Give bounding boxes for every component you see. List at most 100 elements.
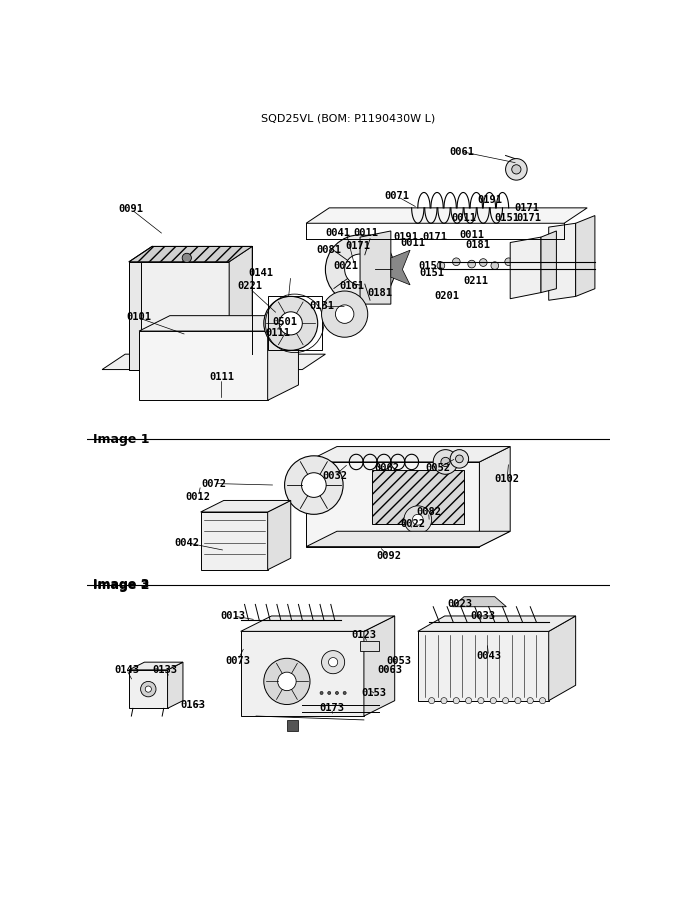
Circle shape [539,698,545,704]
Circle shape [412,515,423,525]
Polygon shape [510,237,541,299]
Polygon shape [268,316,299,401]
Circle shape [343,691,346,694]
Text: 0022: 0022 [401,518,426,529]
Text: 0501: 0501 [273,317,298,327]
Text: 0111: 0111 [265,329,290,339]
Polygon shape [360,231,391,304]
Polygon shape [167,662,183,709]
Circle shape [141,682,156,697]
Polygon shape [201,500,291,512]
Circle shape [264,658,310,705]
Circle shape [279,312,303,335]
Circle shape [441,698,447,704]
Polygon shape [129,261,229,370]
Polygon shape [129,246,252,261]
Text: 0191: 0191 [477,195,503,205]
Text: 0062: 0062 [375,463,399,473]
Text: 0171: 0171 [516,213,541,223]
Circle shape [452,258,460,266]
Polygon shape [364,616,394,716]
Polygon shape [549,224,576,300]
Text: 0082: 0082 [416,507,441,517]
Circle shape [556,261,564,269]
Circle shape [478,698,484,704]
Circle shape [301,472,326,497]
Polygon shape [139,331,268,401]
Text: 0011: 0011 [400,237,425,248]
Circle shape [328,691,330,694]
Polygon shape [391,251,410,285]
Text: 0041: 0041 [325,227,350,237]
Circle shape [576,258,583,266]
Circle shape [428,698,435,704]
Text: 0221: 0221 [237,281,262,291]
Text: 0151: 0151 [419,269,444,278]
Polygon shape [241,616,394,631]
Polygon shape [576,216,595,296]
Text: 0011: 0011 [459,230,484,240]
Text: 0072: 0072 [201,479,226,489]
Circle shape [450,450,469,468]
Text: 0033: 0033 [470,611,495,621]
Circle shape [503,698,509,704]
Text: 0161: 0161 [339,281,364,291]
Circle shape [456,455,463,462]
Text: 0151: 0151 [418,260,443,270]
Text: 0102: 0102 [494,474,520,484]
Circle shape [285,456,343,515]
Text: 0052: 0052 [425,463,450,473]
Circle shape [322,651,345,674]
Text: 0163: 0163 [180,700,205,709]
Circle shape [326,234,394,304]
Text: 0201: 0201 [435,292,460,302]
Circle shape [491,261,498,269]
Text: 0101: 0101 [126,313,152,322]
Text: 0032: 0032 [322,471,347,480]
Text: 0181: 0181 [368,287,392,297]
Circle shape [322,291,368,338]
Text: 0173: 0173 [319,703,344,713]
Text: 0043: 0043 [476,651,501,661]
Circle shape [335,305,354,323]
Polygon shape [549,616,576,700]
Text: 0081: 0081 [317,245,342,255]
Polygon shape [418,616,576,631]
Circle shape [515,698,521,704]
Polygon shape [418,631,549,700]
Text: 0063: 0063 [377,665,403,675]
Polygon shape [306,532,510,547]
Circle shape [328,657,338,667]
Circle shape [146,686,152,692]
Circle shape [264,296,318,350]
Text: 0092: 0092 [376,550,401,561]
Circle shape [479,259,487,267]
Circle shape [512,164,521,174]
Polygon shape [287,720,299,732]
Polygon shape [452,596,507,607]
Polygon shape [541,231,556,293]
Circle shape [520,261,528,269]
Text: 0171: 0171 [515,203,540,213]
Text: 0131: 0131 [309,302,334,312]
Text: SQD25VL (BOM: P1190430W L): SQD25VL (BOM: P1190430W L) [261,114,436,124]
Text: 0073: 0073 [225,656,250,665]
Circle shape [527,698,533,704]
Text: 0133: 0133 [153,665,177,675]
Polygon shape [268,500,291,569]
Circle shape [537,258,545,266]
Text: 0011: 0011 [452,213,477,223]
Circle shape [453,698,460,704]
Polygon shape [139,316,299,331]
Circle shape [404,506,432,533]
Text: 0191: 0191 [394,232,419,242]
Circle shape [335,691,339,694]
Polygon shape [306,207,588,224]
Text: 0123: 0123 [352,630,377,640]
Text: 0071: 0071 [384,191,409,201]
Circle shape [182,253,192,262]
Circle shape [506,159,527,180]
Text: 0111: 0111 [209,373,234,383]
Polygon shape [360,640,379,651]
Polygon shape [102,354,326,370]
